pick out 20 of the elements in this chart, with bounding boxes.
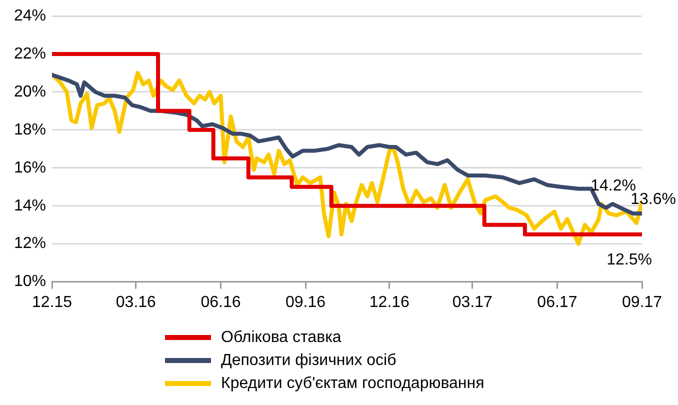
y-tick-label: 16%: [14, 159, 46, 176]
y-tick-label: 20%: [14, 83, 46, 100]
x-tick-label: 09.17: [622, 294, 662, 311]
x-tick-label: 03.17: [452, 294, 492, 311]
annotation: 12.5%: [606, 252, 652, 269]
x-tick-label: 06.16: [200, 294, 241, 311]
y-tick-label: 18%: [14, 121, 46, 138]
y-tick-label: 12%: [14, 235, 46, 252]
x-tick-label: 12.15: [32, 294, 72, 311]
y-tick-label: 14%: [14, 197, 46, 214]
y-tick-label: 24%: [14, 7, 46, 24]
y-tick-label: 10%: [14, 273, 46, 290]
legend-label: Кредити суб'єктам господарювання: [221, 374, 484, 392]
legend-label: Депозити фізичних осіб: [221, 352, 396, 370]
x-tick-label: 03.16: [116, 294, 156, 311]
x-tick-label: 09.16: [286, 294, 326, 311]
x-tick-label: 06.17: [537, 294, 578, 311]
legend-label: Облікова ставка: [221, 328, 342, 346]
x-tick-label: 12.16: [369, 294, 410, 311]
y-tick-label: 22%: [14, 45, 46, 62]
